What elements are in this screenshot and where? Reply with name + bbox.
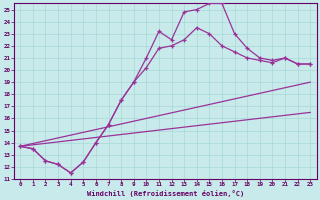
X-axis label: Windchill (Refroidissement éolien,°C): Windchill (Refroidissement éolien,°C) [87,190,244,197]
